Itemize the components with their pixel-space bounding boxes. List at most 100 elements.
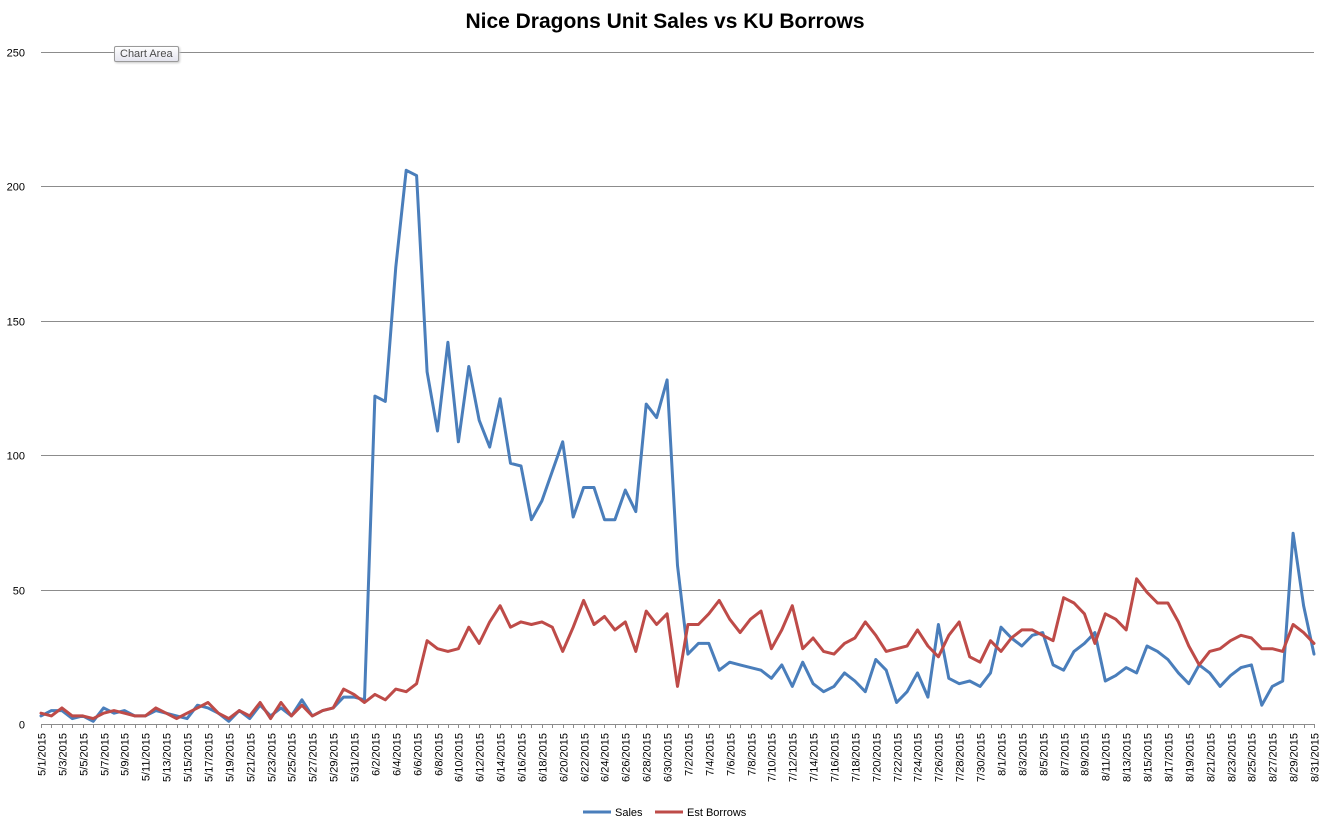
- data-point: [1062, 669, 1065, 672]
- x-tick-label: 5/3/2015: [58, 733, 70, 776]
- data-point: [1281, 650, 1284, 653]
- data-point: [603, 615, 606, 618]
- data-point: [123, 709, 126, 712]
- data-point: [290, 714, 293, 718]
- data-point: [1156, 650, 1159, 653]
- data-point: [1051, 639, 1055, 642]
- data-point: [71, 714, 74, 718]
- x-tick-label: 8/5/2015: [1039, 733, 1051, 776]
- data-point: [843, 642, 846, 645]
- data-point: [446, 341, 450, 344]
- data-point: [697, 623, 700, 626]
- data-point: [1302, 631, 1305, 634]
- data-point: [540, 499, 544, 503]
- data-point: [645, 402, 648, 406]
- data-point: [415, 174, 418, 177]
- data-point: [1291, 623, 1295, 626]
- data-point: [1250, 663, 1253, 667]
- data-point: [498, 604, 502, 607]
- data-point: [801, 661, 804, 664]
- x-tick-label: 6/30/2015: [663, 733, 675, 782]
- x-tick-label: 5/21/2015: [246, 733, 258, 782]
- data-point: [373, 394, 377, 398]
- data-point: [1208, 650, 1211, 653]
- data-point: [592, 486, 596, 489]
- x-tick-label: 6/16/2015: [517, 733, 529, 782]
- data-point: [676, 564, 679, 567]
- x-tick-label: 7/4/2015: [705, 733, 717, 776]
- data-point: [60, 706, 64, 710]
- data-point: [384, 400, 387, 403]
- x-tick-label: 8/13/2015: [1122, 733, 1134, 782]
- data-point: [1145, 644, 1149, 648]
- data-point: [1125, 628, 1128, 632]
- x-tick-label: 7/10/2015: [767, 733, 779, 782]
- data-point: [989, 671, 992, 675]
- data-point: [92, 717, 95, 720]
- data-point: [874, 634, 877, 637]
- data-point: [749, 666, 752, 669]
- data-point: [467, 626, 470, 629]
- data-point: [749, 618, 752, 621]
- data-point: [394, 687, 397, 691]
- data-point: [1010, 636, 1013, 640]
- data-point: [112, 712, 116, 715]
- data-point: [217, 712, 220, 715]
- x-tick-label: 7/30/2015: [976, 733, 988, 782]
- data-point: [926, 644, 930, 648]
- data-point: [488, 445, 491, 449]
- data-point: [1229, 674, 1232, 677]
- data-point: [175, 717, 178, 720]
- data-point: [916, 671, 919, 675]
- data-point: [926, 695, 930, 699]
- data-point: [332, 706, 335, 710]
- x-tick-label: 7/24/2015: [913, 733, 925, 782]
- data-point: [676, 685, 679, 688]
- x-tick-label: 5/27/2015: [308, 733, 320, 782]
- data-point: [780, 663, 783, 667]
- x-tick-label: 6/24/2015: [600, 733, 612, 782]
- data-point: [123, 712, 126, 715]
- data-point: [561, 650, 564, 653]
- data-point: [1135, 577, 1138, 580]
- data-point: [1250, 636, 1253, 640]
- data-point: [1041, 634, 1044, 637]
- data-point: [738, 663, 742, 667]
- data-point: [248, 717, 251, 720]
- data-point: [269, 717, 272, 720]
- data-point: [551, 470, 554, 473]
- x-tick-label: 5/19/2015: [225, 733, 237, 782]
- x-tick-label: 7/2/2015: [684, 733, 696, 776]
- data-point: [1187, 644, 1191, 648]
- x-tick-label: 6/26/2015: [621, 733, 633, 782]
- y-tick-label: 150: [7, 317, 25, 329]
- data-point: [759, 609, 763, 613]
- x-tick-label: 8/9/2015: [1080, 733, 1092, 776]
- data-point: [1271, 685, 1274, 688]
- data-point: [1104, 612, 1107, 615]
- data-point: [832, 652, 836, 656]
- data-point: [791, 685, 794, 688]
- data-point: [342, 687, 345, 691]
- data-point: [258, 701, 262, 704]
- data-point: [801, 647, 804, 650]
- x-tick-label: 5/29/2015: [329, 733, 341, 782]
- data-point: [1302, 604, 1305, 607]
- data-point: [665, 612, 669, 615]
- data-point: [50, 709, 53, 712]
- series-line-est-borrows: [39, 577, 1316, 721]
- data-point: [154, 706, 157, 710]
- data-point: [144, 714, 147, 718]
- data-point: [624, 488, 627, 492]
- x-tick-label: 8/25/2015: [1247, 733, 1259, 782]
- data-point: [425, 370, 429, 374]
- chart-area-tooltip: Chart Area: [114, 46, 179, 62]
- x-tick-label: 7/14/2015: [809, 733, 821, 782]
- x-tick-label: 8/1/2015: [997, 733, 1009, 776]
- data-point: [989, 639, 992, 642]
- data-point: [582, 599, 585, 602]
- data-point: [1281, 679, 1284, 683]
- data-point: [874, 658, 877, 661]
- x-tick-label: 5/11/2015: [141, 733, 153, 781]
